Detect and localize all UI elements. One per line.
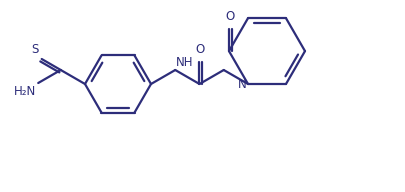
Text: O: O xyxy=(196,43,205,56)
Text: O: O xyxy=(225,10,234,23)
Text: H₂N: H₂N xyxy=(14,85,36,98)
Text: NH: NH xyxy=(176,56,194,69)
Text: N: N xyxy=(238,78,247,90)
Text: S: S xyxy=(31,43,39,56)
